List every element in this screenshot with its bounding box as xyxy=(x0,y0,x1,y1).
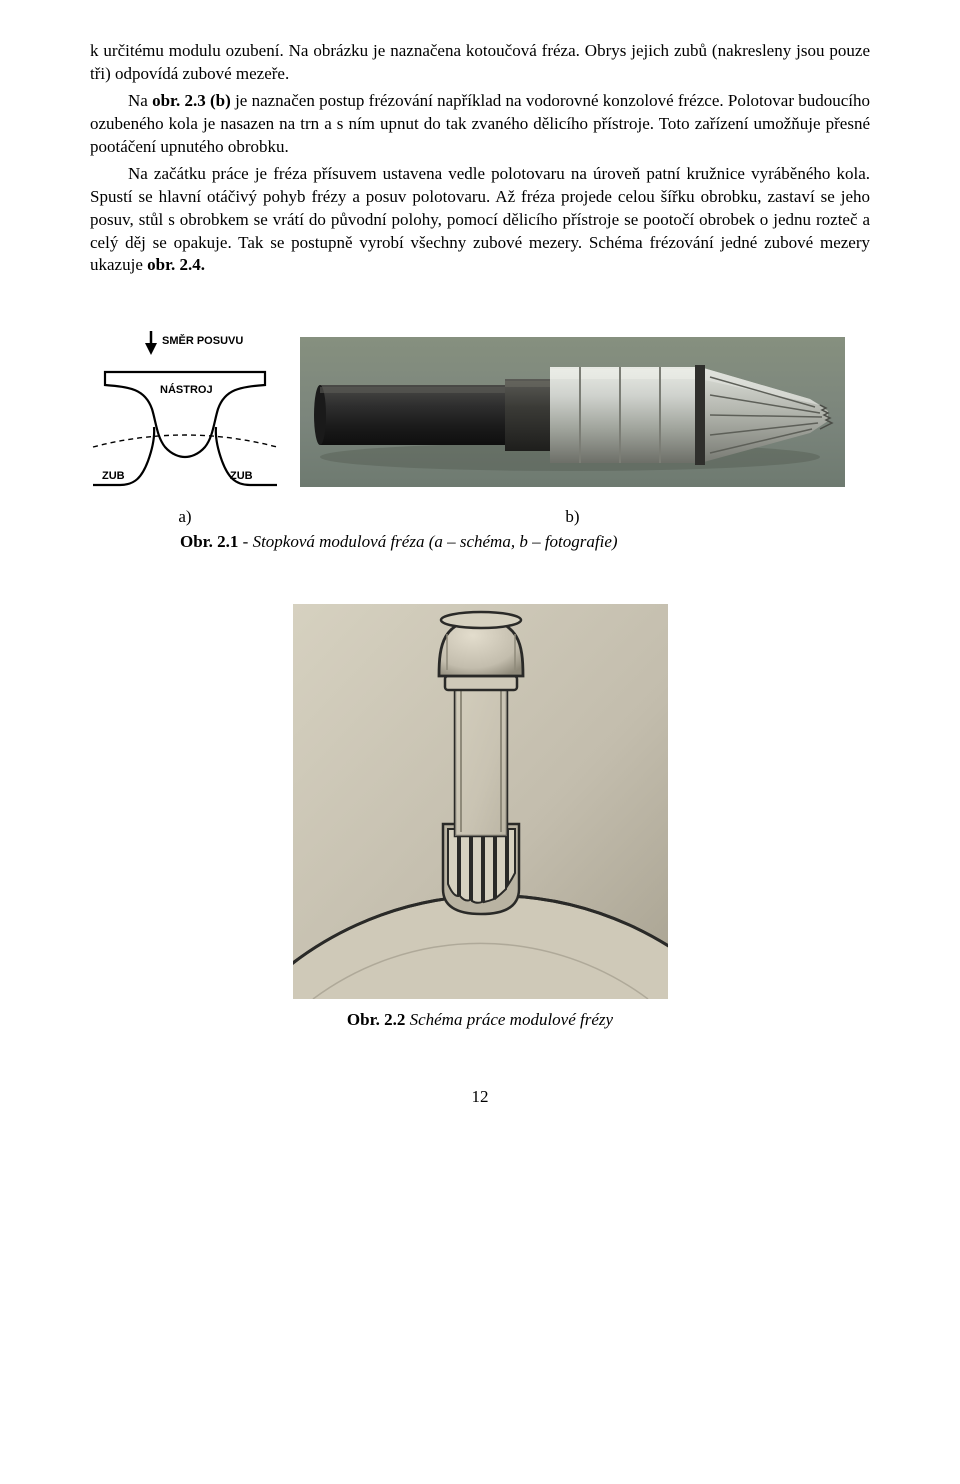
figure-2-1-b-photo xyxy=(300,337,845,487)
fig2-caption-bold: Obr. 2.2 xyxy=(347,1010,405,1029)
figure-2-2 xyxy=(293,604,668,999)
figure-2-2-caption: Obr. 2.2 Schéma práce modulové frézy xyxy=(90,1009,870,1032)
paragraph-1: k určitému modulu ozubení. Na obrázku je… xyxy=(90,40,870,86)
fig2-caption-rest: Schéma práce modulové frézy xyxy=(405,1010,613,1029)
p3-bold: obr. 2.4. xyxy=(147,255,205,274)
label-smer-posuvu: SMĚR POSUVU xyxy=(162,334,243,347)
figure-2-1-caption: Obr. 2.1 - Stopková modulová fréza (a – … xyxy=(180,531,870,554)
figure-2-1-row: SMĚR POSUVU NÁSTROJ ZUB ZUB xyxy=(90,327,870,497)
label-b: b) xyxy=(300,507,845,527)
fig1-caption-bold: Obr. 2.1 xyxy=(180,532,238,551)
page-number: 12 xyxy=(90,1087,870,1107)
fig1-caption-rest: - Stopková modulová fréza (a – schéma, b… xyxy=(238,532,617,551)
p2-bold: obr. 2.3 (b) xyxy=(152,91,231,110)
figure-2-1-a-schematic: SMĚR POSUVU NÁSTROJ ZUB ZUB xyxy=(90,327,280,497)
p2-lead: Na xyxy=(128,91,152,110)
figure-2-1-ab-labels: a) b) xyxy=(90,507,870,527)
paragraph-3: Na začátku práce je fréza přísuvem ustav… xyxy=(90,163,870,278)
p3-a: Na začátku práce je fréza přísuvem ustav… xyxy=(90,164,870,275)
label-zub-right: ZUB xyxy=(230,470,253,482)
label-a: a) xyxy=(90,507,280,527)
paragraph-2: Na obr. 2.3 (b) je naznačen postup frézo… xyxy=(90,90,870,159)
label-nastroj: NÁSTROJ xyxy=(160,383,213,396)
label-zub-left: ZUB xyxy=(102,470,125,482)
